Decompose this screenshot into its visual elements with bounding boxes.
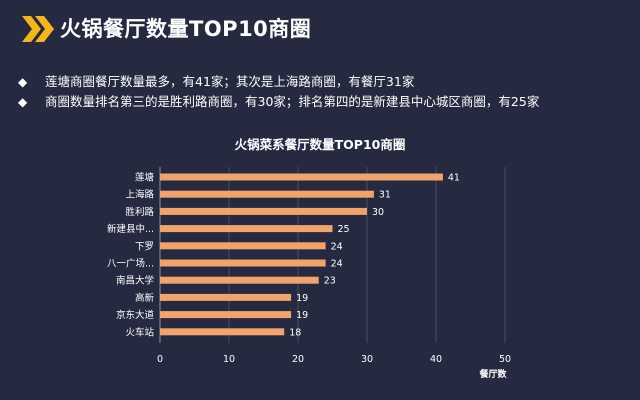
x-tick-label: 30 [361,354,373,365]
diamond-bullet-icon: ◆ [18,75,28,89]
data-label: 31 [379,190,391,201]
bar [160,276,319,284]
data-label: 19 [296,310,308,321]
bar [160,173,443,181]
x-tick-label: 20 [292,354,304,365]
bar [160,190,374,198]
category-label: 上海路 [125,189,154,201]
x-tick-label: 0 [157,354,163,365]
category-label: 京东大道 [116,309,155,321]
bullet-item: ◆ 商圈数量排名第三的是胜利路商圈，有30家；排名第四的是新建县中心城区商圈，有… [18,92,628,112]
bar [160,207,367,215]
chart-title: 火锅菜系餐厅数量TOP10商圈 [234,137,406,152]
data-label: 19 [296,293,308,304]
x-tick-label: 10 [223,354,235,365]
bar [160,293,292,301]
category-label: 下罗 [135,241,154,252]
bullet-text: 莲塘商圈餐厅数量最多，有41家；其次是上海路商圈，有餐厅31家 [45,74,415,89]
category-label: 八一广场... [107,258,154,270]
bar [160,242,326,250]
category-label: 南昌大学 [116,275,154,287]
data-label: 24 [331,241,343,252]
header: 火锅餐厅数量TOP10商圈 [0,0,640,58]
x-tick-label: 40 [430,354,442,365]
data-label: 24 [331,259,343,270]
category-label: 胜利路 [125,206,154,218]
summary-bullets: ◆ 莲塘商圈餐厅数量最多，有41家；其次是上海路商圈，有餐厅31家 ◆ 商圈数量… [18,72,628,112]
category-label: 火车站 [125,326,154,338]
category-label: 新建县中... [107,223,154,235]
data-label: 30 [372,207,384,218]
diamond-bullet-icon: ◆ [18,95,28,109]
bar [160,259,326,267]
category-label: 高新 [135,292,155,304]
bar [160,328,285,336]
bullet-text: 商圈数量排名第三的是胜利路商圈，有30家；排名第四的是新建县中心城区商圈，有25… [45,94,540,109]
bullet-item: ◆ 莲塘商圈餐厅数量最多，有41家；其次是上海路商圈，有餐厅31家 [18,72,628,92]
category-label: 莲塘 [135,172,155,184]
page-title: 火锅餐厅数量TOP10商圈 [60,17,312,41]
bar [160,311,292,319]
x-tick-label: 50 [499,354,511,365]
bar [160,225,333,233]
x-axis-label: 餐厅数 [478,368,507,380]
data-label: 23 [324,276,336,287]
data-label: 41 [448,173,460,184]
data-label: 25 [338,224,350,235]
data-label: 18 [289,327,301,338]
double-chevron-right-icon [22,16,54,42]
